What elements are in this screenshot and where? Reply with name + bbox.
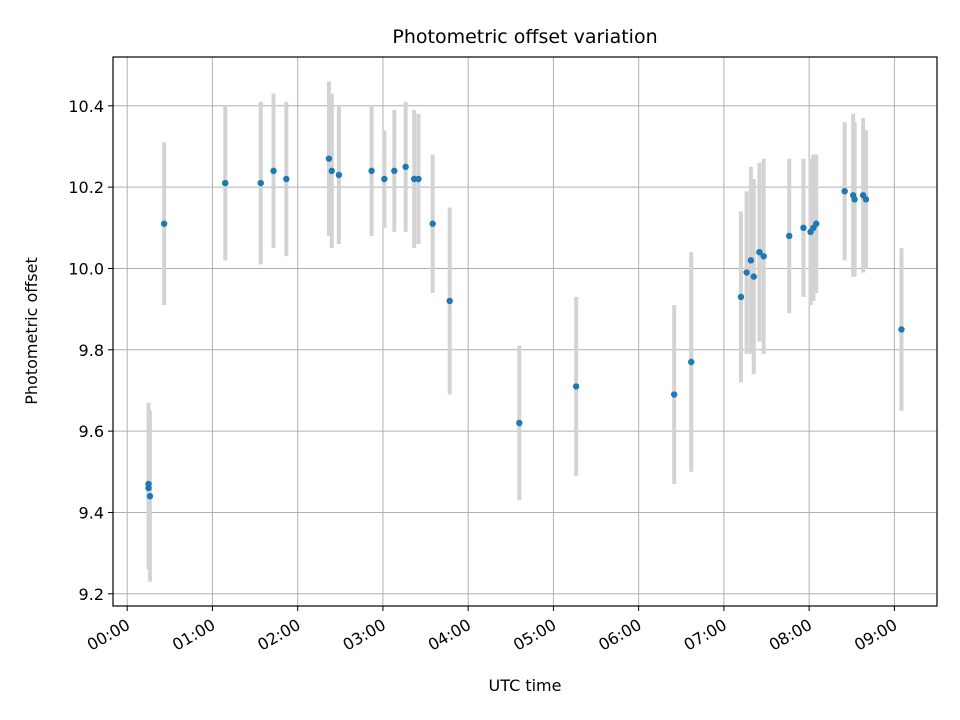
y-tick-label: 10.2 <box>68 178 104 197</box>
y-tick-label: 9.4 <box>79 503 104 522</box>
data-point <box>145 484 152 492</box>
data-point <box>688 358 695 366</box>
data-point <box>402 163 409 170</box>
data-point <box>328 167 335 175</box>
data-point <box>747 257 755 264</box>
data-point <box>160 220 168 227</box>
data-point <box>335 171 343 179</box>
x-axis-title: UTC time <box>489 676 562 695</box>
grid-lines <box>113 57 937 606</box>
data-point <box>743 269 750 276</box>
data-point <box>898 326 905 333</box>
data-point <box>446 297 453 305</box>
data-point <box>756 249 763 256</box>
data-point <box>325 155 333 162</box>
data-point <box>851 196 858 203</box>
data-point <box>737 293 745 301</box>
data-point <box>760 253 767 260</box>
data-point <box>222 179 229 187</box>
y-tick-label: 9.8 <box>79 341 104 360</box>
y-tick-label: 9.6 <box>79 422 104 441</box>
chart-title: Photometric offset variation <box>392 26 657 48</box>
y-axis-ticks: 9.2 9.4 9.6 9.8 10.0 10.2 10.4 <box>68 97 113 604</box>
data-point <box>841 188 848 195</box>
y-axis-title: Photometric offset <box>22 257 41 405</box>
data-point <box>800 224 807 231</box>
data-point <box>429 220 436 227</box>
data-point <box>368 167 375 175</box>
data-point <box>415 175 422 183</box>
y-tick-label: 10.4 <box>68 97 104 116</box>
data-point <box>786 232 793 240</box>
y-tick-label: 9.2 <box>79 585 104 604</box>
data-point <box>572 383 580 390</box>
data-point <box>257 179 264 187</box>
plot-frame <box>112 56 938 607</box>
data-point <box>381 175 388 183</box>
data-points <box>145 155 905 500</box>
data-point <box>516 419 523 427</box>
data-point <box>750 273 757 280</box>
data-point <box>862 196 870 203</box>
data-point <box>146 493 154 500</box>
data-point <box>391 167 398 175</box>
data-point <box>813 220 820 227</box>
data-point <box>283 175 290 183</box>
data-point <box>670 391 678 398</box>
y-tick-label: 10.0 <box>68 259 104 278</box>
data-point <box>270 167 277 175</box>
